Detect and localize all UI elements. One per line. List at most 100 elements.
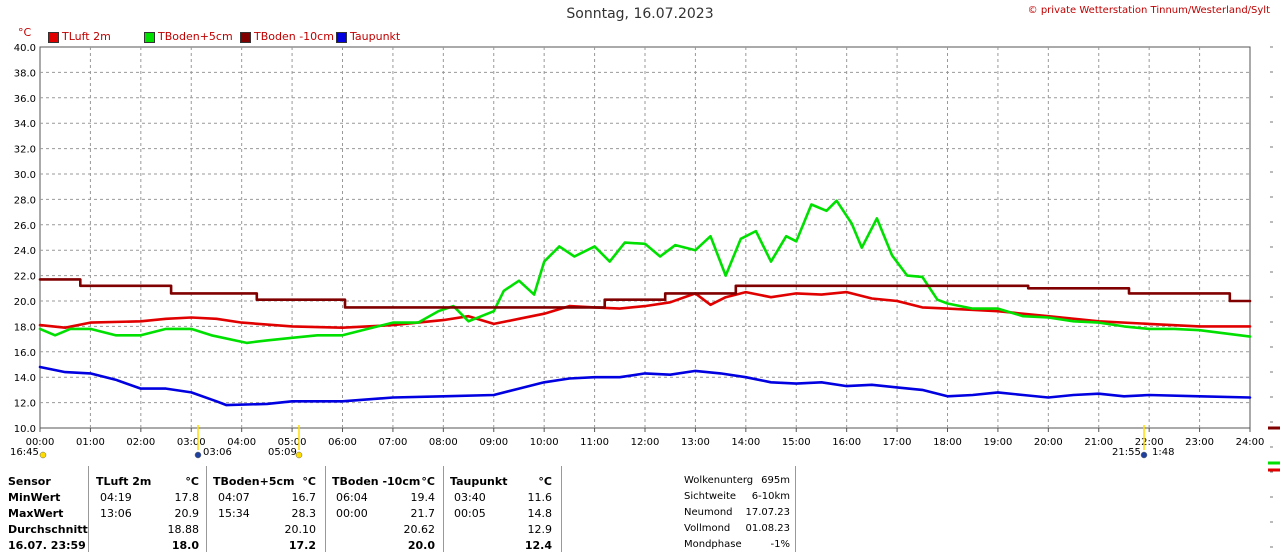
chart-series	[38, 199, 1252, 407]
x-tick-label: 03:00	[177, 437, 206, 448]
x-tick-label: 13:00	[681, 437, 710, 448]
value-cell: 28.3	[291, 507, 317, 520]
time-cell: 00:00	[336, 507, 368, 520]
y-tick-label: 38.0	[14, 68, 36, 79]
x-tick-label: 17:00	[883, 437, 912, 448]
right-edge-indicators	[1268, 46, 1280, 548]
sun-marker-icon	[39, 451, 47, 459]
time-cell: 04:19	[100, 491, 132, 504]
weather-label: Sichtweite	[684, 491, 737, 502]
plot-area	[39, 46, 1251, 429]
x-tick-label: 08:00	[429, 437, 458, 448]
weather-label: Wolkenunterg	[684, 475, 754, 486]
weather-label: Mondphase	[684, 539, 742, 550]
y-tick-label: 12.0	[14, 399, 36, 410]
table-header: °C	[421, 475, 435, 488]
x-tick-label: 02:00	[126, 437, 155, 448]
y-tick-label: 26.0	[14, 221, 36, 232]
table-divider	[206, 466, 207, 552]
row-label: Durchschnitt	[8, 523, 88, 536]
x-tick-label: 18:00	[933, 437, 962, 448]
table-divider	[88, 466, 89, 552]
value-cell: 20.9	[174, 507, 200, 520]
time-cell: 04:07	[218, 491, 250, 504]
astro-label-moon_duration: 1:48	[1152, 447, 1175, 458]
x-tick-label: 14:00	[731, 437, 760, 448]
x-tick-label: 15:00	[782, 437, 811, 448]
weather-value: 17.07.23	[745, 507, 790, 518]
weather-label: Neumond	[684, 507, 733, 518]
table-header: Taupunkt	[450, 475, 508, 488]
x-tick-label: 20:00	[1034, 437, 1063, 448]
table-header: Sensor	[8, 475, 51, 488]
astro-label-moonset: 16:45	[10, 447, 39, 458]
time-cell: 06:04	[336, 491, 368, 504]
astro-label-moonrise: 05:09	[268, 447, 297, 458]
y-tick-label: 14.0	[14, 373, 36, 384]
weather-value: 6-10km	[751, 491, 790, 502]
astro-label-sunset: 21:55	[1112, 447, 1141, 458]
table-header: TLuft 2m	[96, 475, 152, 488]
value-cell: 12.9	[527, 523, 553, 536]
table-header: °C	[302, 475, 316, 488]
x-tick-label: 19:00	[984, 437, 1013, 448]
table-header: TBoden+5cm	[213, 475, 295, 488]
value-cell: 11.6	[527, 491, 553, 504]
chart-title: Sonntag, 16.07.2023	[566, 6, 714, 22]
x-tick-label: 10:00	[530, 437, 559, 448]
table-divider	[561, 466, 562, 552]
y-tick-label: 34.0	[14, 119, 36, 130]
series-line	[38, 199, 1252, 345]
sun-marker-icon	[295, 451, 303, 459]
y-tick-label: 22.0	[14, 272, 36, 283]
astro-label-sunrise: 03:06	[203, 447, 232, 458]
series-line	[38, 365, 1252, 407]
weather-label: Vollmond	[684, 523, 731, 534]
x-tick-label: 21:00	[1084, 437, 1113, 448]
value-cell: 18.88	[167, 523, 200, 536]
legend-label: TBoden+5cm	[158, 30, 233, 43]
y-tick-label: 28.0	[14, 195, 36, 206]
weather-value: 695m	[761, 475, 790, 486]
moon-marker-icon	[1140, 451, 1148, 459]
row-label: 16.07. 23:59	[8, 539, 86, 552]
weather-value: -1%	[770, 539, 790, 550]
table-divider	[443, 466, 444, 552]
x-tick-label: 16:00	[832, 437, 861, 448]
table-header: °C	[538, 475, 552, 488]
row-label: MinWert	[8, 491, 61, 504]
time-cell: 15:34	[218, 507, 250, 520]
y-tick-label: 18.0	[14, 322, 36, 333]
value-cell: 20.10	[284, 523, 317, 536]
value-cell: 21.7	[410, 507, 436, 520]
y-tick-label: 32.0	[14, 145, 36, 156]
y-tick-label: 30.0	[14, 170, 36, 181]
table-divider	[795, 466, 796, 552]
legend-swatch	[240, 32, 251, 43]
x-tick-label: 07:00	[379, 437, 408, 448]
x-tick-label: 01:00	[76, 437, 105, 448]
value-cell: 12.4	[524, 539, 552, 552]
x-tick-label: 22:00	[1135, 437, 1164, 448]
x-tick-label: 05:00	[278, 437, 307, 448]
legend-swatch	[48, 32, 59, 43]
table-header: TBoden -10cm	[332, 475, 421, 488]
astro-markers	[39, 425, 1148, 459]
y-tick-label: 16.0	[14, 348, 36, 359]
value-cell: 20.62	[403, 523, 436, 536]
y-tick-label: 20.0	[14, 297, 36, 308]
x-tick-label: 09:00	[479, 437, 508, 448]
value-cell: 17.8	[174, 491, 200, 504]
value-cell: 16.7	[291, 491, 317, 504]
y-tick-label: 36.0	[14, 94, 36, 105]
x-tick-label: 12:00	[631, 437, 660, 448]
weather-value: 01.08.23	[745, 523, 790, 534]
legend-label: TBoden -10cm	[254, 30, 334, 43]
time-cell: 00:05	[454, 507, 486, 520]
legend-label: Taupunkt	[350, 30, 401, 43]
x-tick-label: 06:00	[328, 437, 357, 448]
table-header: °C	[185, 475, 199, 488]
x-tick-label: 11:00	[580, 437, 609, 448]
row-label: MaxWert	[8, 507, 64, 520]
series-line	[38, 290, 1252, 330]
